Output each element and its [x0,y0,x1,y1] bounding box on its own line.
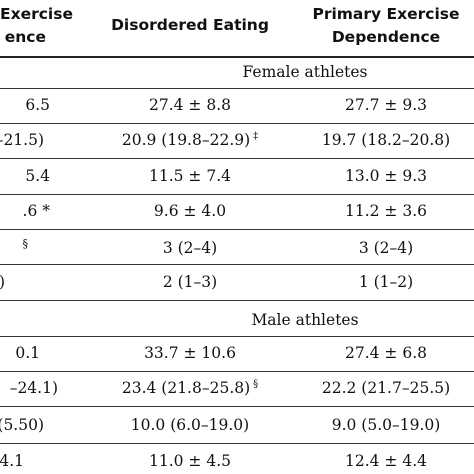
row-rule [0,406,474,407]
row-value-col1: 0.1 [15,344,40,362]
header-col3-line1: Primary Exercise [312,5,460,23]
row-value-col2: 23.4 (21.8–25.8) [121,379,251,397]
section-label-male: Male athletes [251,311,359,329]
row-value-col2: 11.0 ± 4.5 [148,452,231,470]
row-value-col2: 33.7 ± 10.6 [144,344,236,362]
row-value-col3: 1 (1–2) [358,273,414,291]
row-value-col1: ) [0,272,5,292]
row-value-col2: 27.4 ± 8.8 [148,96,231,114]
row-rule [0,371,474,372]
section-rule [0,336,474,337]
footnote-mark: * [42,202,50,220]
row-value-col3: 13.0 ± 9.3 [344,167,427,185]
header-col1-line2: ence [4,28,46,46]
row-value-col1: 4.1 [0,452,24,470]
header-rule [0,56,474,58]
section-label-female: Female athletes [242,63,368,81]
footnote-mark: § [253,378,259,390]
row-value-col2: 2 (1–3) [162,273,218,291]
row-value-col3: 22.2 (21.7–25.5) [321,379,451,397]
row-rule [0,229,474,230]
row-value-col1: 6.5 [25,96,50,114]
row-rule [0,300,474,301]
row-value-col2: 3 (2–4) [162,239,218,257]
row-value-col3: 19.7 (18.2–20.8) [321,131,451,149]
row-rule [0,123,474,124]
row-value-col3: 11.2 ± 3.6 [344,202,427,220]
header-col2: Disordered Eating [111,16,269,34]
row-value-col2: 11.5 ± 7.4 [148,167,231,185]
row-value-col3: 3 (2–4) [358,239,414,257]
row-value-col1: (5.50) [0,416,44,434]
row-rule [0,264,474,265]
row-rule [0,194,474,195]
row-value-col3: 9.0 (5.0–19.0) [331,416,441,434]
row-value-col2: 10.0 (6.0–19.0) [130,416,250,434]
row-value-col2: 9.6 ± 4.0 [153,202,227,220]
header-col3-line2: Dependence [331,28,441,46]
row-value-col3: 27.7 ± 9.3 [344,96,427,114]
row-rule [0,443,474,444]
section-rule [0,88,474,89]
row-value-col1: 5.4 [25,167,50,185]
row-value-col1: –21.5) [0,131,44,149]
row-value-col1: –24.1) [9,379,58,397]
header-col1-line1: Exercise [0,5,73,23]
footnote-mark: ‡ [253,130,259,142]
row-value-col1: .6 [22,202,38,220]
row-rule [0,158,474,159]
row-value-col3: 12.4 ± 4.4 [344,452,427,470]
row-value-col2: 20.9 (19.8–22.9) [121,131,251,149]
footnote-mark: § [22,237,29,250]
row-value-col3: 27.4 ± 6.8 [344,344,427,362]
